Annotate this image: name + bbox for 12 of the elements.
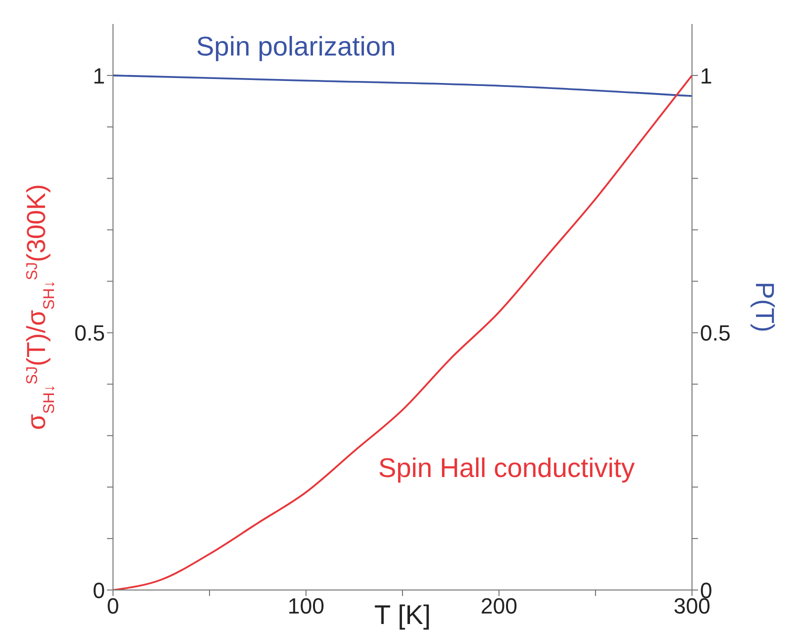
series-label: Spin polarization (196, 32, 396, 62)
series-label: Spin Hall conductivity (378, 452, 636, 483)
line-series (113, 74, 692, 97)
y-tick-label: 0 (92, 578, 105, 603)
y2-tick-label: 0.5 (700, 320, 731, 346)
y2-tick-label: 1 (700, 63, 712, 88)
y-tick-label: 0.5 (74, 320, 105, 346)
y2-axis-title: P(T) (750, 282, 780, 332)
x-tick-label: 100 (288, 594, 324, 619)
y-tick-label: 1 (92, 63, 105, 88)
x-tick-label: 200 (480, 594, 518, 619)
x-axis-title: T [K] (374, 600, 431, 630)
